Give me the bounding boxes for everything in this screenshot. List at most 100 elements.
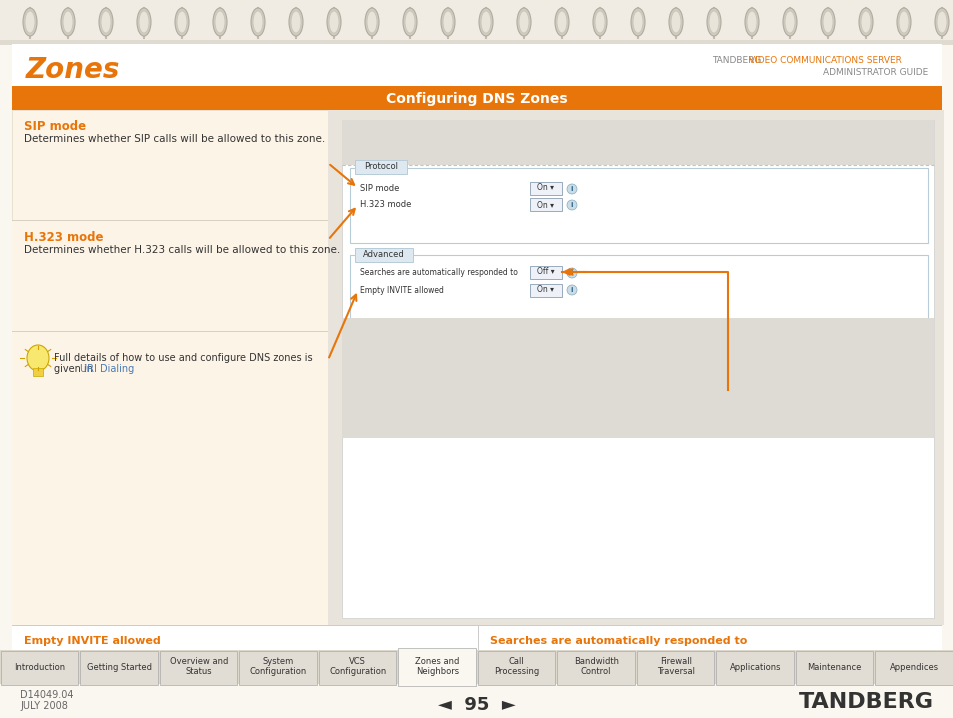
Ellipse shape [633, 11, 642, 33]
Text: H.323 mode: H.323 mode [24, 231, 103, 244]
Ellipse shape [174, 8, 189, 36]
Ellipse shape [898, 11, 908, 33]
Text: a SIP OPTION message will be sent to the zone.: a SIP OPTION message will be sent to the… [507, 675, 742, 685]
Text: System: System [262, 658, 294, 666]
Text: Empty INVITE allowed: Empty INVITE allowed [359, 286, 443, 295]
Ellipse shape [99, 8, 112, 36]
Bar [716, 651, 793, 685]
Bar [0, 650, 953, 688]
Ellipse shape [784, 11, 794, 33]
Ellipse shape [213, 8, 227, 36]
Ellipse shape [670, 11, 680, 33]
Text: i: i [570, 202, 573, 208]
Text: Note: In most cases this option should normally be left as: Note: In most cases this option should n… [490, 712, 771, 718]
Bar [80, 651, 158, 685]
Bar [341, 120, 933, 165]
Ellipse shape [630, 8, 644, 36]
Bar [1, 651, 78, 685]
Ellipse shape [861, 11, 870, 33]
Text: given in: given in [54, 364, 96, 374]
Text: On ▾: On ▾ [537, 286, 554, 294]
Ellipse shape [329, 11, 338, 33]
Text: On:: On: [24, 675, 43, 685]
Text: destined for this zone.: destined for this zone. [490, 661, 598, 671]
Bar [12, 110, 328, 625]
Text: Introduction: Introduction [14, 663, 65, 671]
Text: Overview and: Overview and [170, 658, 228, 666]
Bar [355, 160, 407, 174]
Bar [477, 625, 478, 718]
Ellipse shape [708, 11, 719, 33]
Bar [477, 651, 555, 685]
Bar [12, 44, 941, 88]
Bar [530, 182, 561, 195]
Text: Neighbors: Neighbors [416, 668, 458, 676]
Text: SIP INVITEs with no SDP will be generated and sent to this: SIP INVITEs with no SDP will be generate… [42, 675, 330, 685]
Text: searches will be responded to automatically, without being: searches will be responded to automatica… [507, 688, 800, 698]
Bar [12, 331, 328, 332]
Text: forwarded to the zone.: forwarded to the zone. [490, 699, 600, 709]
Ellipse shape [706, 8, 720, 36]
Ellipse shape [746, 11, 757, 33]
Bar [12, 220, 328, 221]
Text: On ▾: On ▾ [537, 184, 554, 192]
Text: Searches are automatically responded to: Searches are automatically responded to [359, 268, 517, 277]
Bar [355, 248, 413, 262]
Text: Searches are automatically responded to: Searches are automatically responded to [490, 636, 746, 646]
Ellipse shape [566, 285, 577, 295]
Bar [341, 120, 933, 618]
Bar [341, 318, 933, 438]
Bar [530, 198, 561, 211]
Ellipse shape [61, 8, 75, 36]
Ellipse shape [936, 11, 946, 33]
Text: TANDBERG: TANDBERG [799, 692, 933, 712]
Ellipse shape [518, 11, 529, 33]
Text: Configuring DNS Zones: Configuring DNS Zones [386, 92, 567, 106]
Bar [795, 651, 873, 685]
Text: VCS: VCS [349, 658, 366, 666]
Bar [12, 44, 941, 674]
Text: VIDEO COMMUNICATIONS SERVER: VIDEO COMMUNICATIONS SERVER [748, 56, 901, 65]
Text: Determines what happens when the VCS receives a search: Determines what happens when the VCS rec… [490, 650, 779, 660]
Bar [328, 110, 943, 625]
Ellipse shape [402, 8, 416, 36]
Ellipse shape [63, 11, 73, 33]
Bar [0, 0, 953, 45]
Text: Getting Started: Getting Started [87, 663, 152, 671]
Bar [0, 40, 953, 45]
Text: messages which has no SDP to send to this zone.: messages which has no SDP to send to thi… [24, 661, 266, 671]
Text: Firewall: Firewall [659, 658, 691, 666]
Ellipse shape [822, 11, 832, 33]
Ellipse shape [782, 8, 796, 36]
Bar [637, 651, 714, 685]
Bar [12, 625, 941, 626]
Ellipse shape [858, 8, 872, 36]
Bar [350, 168, 927, 243]
Bar [12, 88, 941, 110]
Text: Full details of how to use and configure DNS zones is: Full details of how to use and configure… [54, 353, 313, 363]
Ellipse shape [27, 345, 49, 371]
Ellipse shape [566, 184, 577, 194]
Bar [239, 651, 316, 685]
Ellipse shape [595, 11, 604, 33]
Ellipse shape [367, 11, 376, 33]
Bar [160, 651, 237, 685]
Text: URI Dialing: URI Dialing [80, 364, 134, 374]
Text: D14049.04: D14049.04 [20, 690, 73, 700]
Ellipse shape [566, 268, 577, 278]
Text: Empty INVITE allowed: Empty INVITE allowed [24, 636, 161, 646]
Text: i: i [570, 186, 573, 192]
Text: H.323 mode: H.323 mode [359, 200, 411, 209]
Ellipse shape [139, 11, 149, 33]
Text: Protocol: Protocol [364, 162, 397, 171]
Text: Status: Status [185, 668, 212, 676]
Ellipse shape [821, 8, 834, 36]
Text: Zones and: Zones and [415, 658, 459, 666]
Bar [12, 110, 328, 220]
Text: neighbor.: neighbor. [42, 686, 88, 696]
Ellipse shape [440, 8, 455, 36]
Text: Determines whether H.323 calls will be allowed to this zone.: Determines whether H.323 calls will be a… [24, 245, 340, 255]
Text: Processing: Processing [494, 668, 538, 676]
Ellipse shape [566, 200, 577, 210]
Ellipse shape [25, 11, 35, 33]
